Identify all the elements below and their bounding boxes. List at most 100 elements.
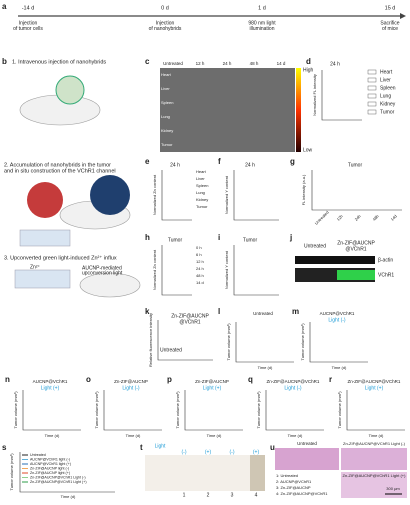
event-label: Injection xyxy=(156,20,175,26)
annotation: AUCNP-mediated xyxy=(82,265,122,271)
legend-label: Untreated xyxy=(30,453,46,457)
organ-label: Tumor xyxy=(161,142,173,147)
x-tick-label: 12h xyxy=(336,214,344,222)
legend-label: Heart xyxy=(380,69,393,75)
time-label: 15 d xyxy=(385,5,396,11)
panel-label: l xyxy=(218,307,220,316)
group-label: 1 xyxy=(183,492,186,498)
axes xyxy=(161,245,192,296)
column-label: Untreated xyxy=(163,61,183,66)
panel-label: f xyxy=(218,157,221,166)
series-label: Untreated xyxy=(160,347,182,353)
light-label: (-) xyxy=(182,449,187,455)
panel-label: k xyxy=(145,307,150,316)
panel-label: n xyxy=(5,375,10,384)
y-axis-label: Tumor volume (mm³) xyxy=(256,391,261,429)
y-axis-label: Tumor volume (mm³) xyxy=(300,323,305,361)
legend-label: 2: AUCNP@VChR1 xyxy=(276,479,312,484)
y-axis-label: Relative fluorescence intensity xyxy=(148,313,153,367)
y-axis-label: Normalized Zn content xyxy=(152,174,157,215)
x-tick-label: 48h xyxy=(372,214,380,222)
legend-label: Liver xyxy=(196,176,205,181)
chart-title: Zn-ZIF@AUCNP xyxy=(195,379,229,384)
legend-label: Tumor xyxy=(196,204,208,209)
time-label: -14 d xyxy=(22,5,35,11)
light-label: Light (+) xyxy=(203,385,222,391)
axes xyxy=(233,245,279,296)
column-label: 24 h xyxy=(223,61,232,66)
legend-label: Kidney xyxy=(380,101,396,107)
axes xyxy=(309,322,368,363)
panel-label: q xyxy=(248,375,253,384)
y-axis-label: Normalized FL intensity xyxy=(312,74,317,116)
light-label: Light (-) xyxy=(284,385,302,391)
western-blot xyxy=(295,256,375,282)
step-label: 2. Accumulation of nanohybrids in the tu… xyxy=(4,162,111,168)
event-label: Sacrifice xyxy=(380,20,399,26)
legend-label: Lung xyxy=(196,190,205,195)
legend-label: Spleen xyxy=(380,85,396,91)
axes xyxy=(22,390,81,431)
annotation: upconversion light xyxy=(82,270,123,276)
y-axis-label: Tumor volume (mm³) xyxy=(94,391,99,429)
legend-swatch xyxy=(367,101,377,107)
group-label: Zn-ZIF@AUCNP xyxy=(337,240,375,246)
legend-swatch xyxy=(367,69,377,75)
time-label: 1 d xyxy=(258,5,266,11)
panel-title: Untreated xyxy=(297,441,317,446)
event-label: Injection xyxy=(19,20,38,26)
x-axis-label: Time (d) xyxy=(45,433,60,438)
event-label: 980 nm light xyxy=(248,20,276,26)
organ-label: Spleen xyxy=(161,100,173,105)
light-label: Light (-) xyxy=(328,317,346,323)
organ-label: Heart xyxy=(161,72,172,77)
light-label: (-) xyxy=(230,449,235,455)
y-axis-label: Normalized Y content xyxy=(224,175,229,214)
ion-label: Zn²⁺ xyxy=(30,264,41,270)
legend-label: AUCNP@VChR1 light (+) xyxy=(30,462,71,466)
step-label: 3. Upconverted green light-induced Zn²⁺ … xyxy=(4,254,117,261)
panel-label: m xyxy=(292,307,299,316)
legend-label: Heart xyxy=(196,169,207,174)
axes xyxy=(103,390,162,431)
chart-title: Untreated xyxy=(253,311,273,316)
panel-label: b xyxy=(2,57,7,66)
legend-label: 1: Untreated xyxy=(276,473,298,478)
organ-label: Liver xyxy=(161,86,170,91)
axes xyxy=(157,320,213,361)
chart-title: 24 h xyxy=(170,162,180,168)
x-axis-label: Time (d) xyxy=(369,433,384,438)
legend-label: 3: Zn-ZIF@AUCNP xyxy=(276,485,311,490)
axes xyxy=(346,390,405,431)
x-axis-label: Time (d) xyxy=(332,365,347,370)
y-axis-label: Tumor volume (mm³) xyxy=(175,391,180,429)
x-tick-label: 14d xyxy=(390,214,398,222)
legend-label: Tumor xyxy=(380,109,395,115)
legend-label: Zn-ZIF@AUCNP@VChR1 Light (-) xyxy=(30,475,86,479)
axes xyxy=(233,170,279,221)
legend-label: 24 h xyxy=(196,266,204,271)
x-axis-label: Time (d) xyxy=(61,494,76,499)
x-axis-label: Time (d) xyxy=(126,433,141,438)
legend-label: AUCNP@VChR1 light (-) xyxy=(30,457,70,461)
series-label: @VChR1 xyxy=(179,319,200,325)
column-label: 12 h xyxy=(196,61,205,66)
axes xyxy=(311,170,402,211)
event-label: of mice xyxy=(382,26,398,32)
legend-label: Liver xyxy=(380,77,391,83)
axes xyxy=(184,390,243,431)
legend-swatch xyxy=(367,109,377,115)
chart-title: Tumor xyxy=(348,162,363,168)
legend-label: Lung xyxy=(380,93,391,99)
legend-label: 4: Zn-ZIF@AUCNP@VChR1 xyxy=(276,491,328,496)
chart-title: Tumor xyxy=(243,237,258,243)
scale-bar-label: 300 μm xyxy=(386,486,400,491)
chart-title: Tumor xyxy=(168,237,183,243)
scale-label: High xyxy=(303,67,314,73)
group-label: @VChR1 xyxy=(345,246,366,252)
axes xyxy=(235,322,294,363)
band-label: VChR1 xyxy=(378,272,394,278)
legend-swatch xyxy=(367,93,377,99)
